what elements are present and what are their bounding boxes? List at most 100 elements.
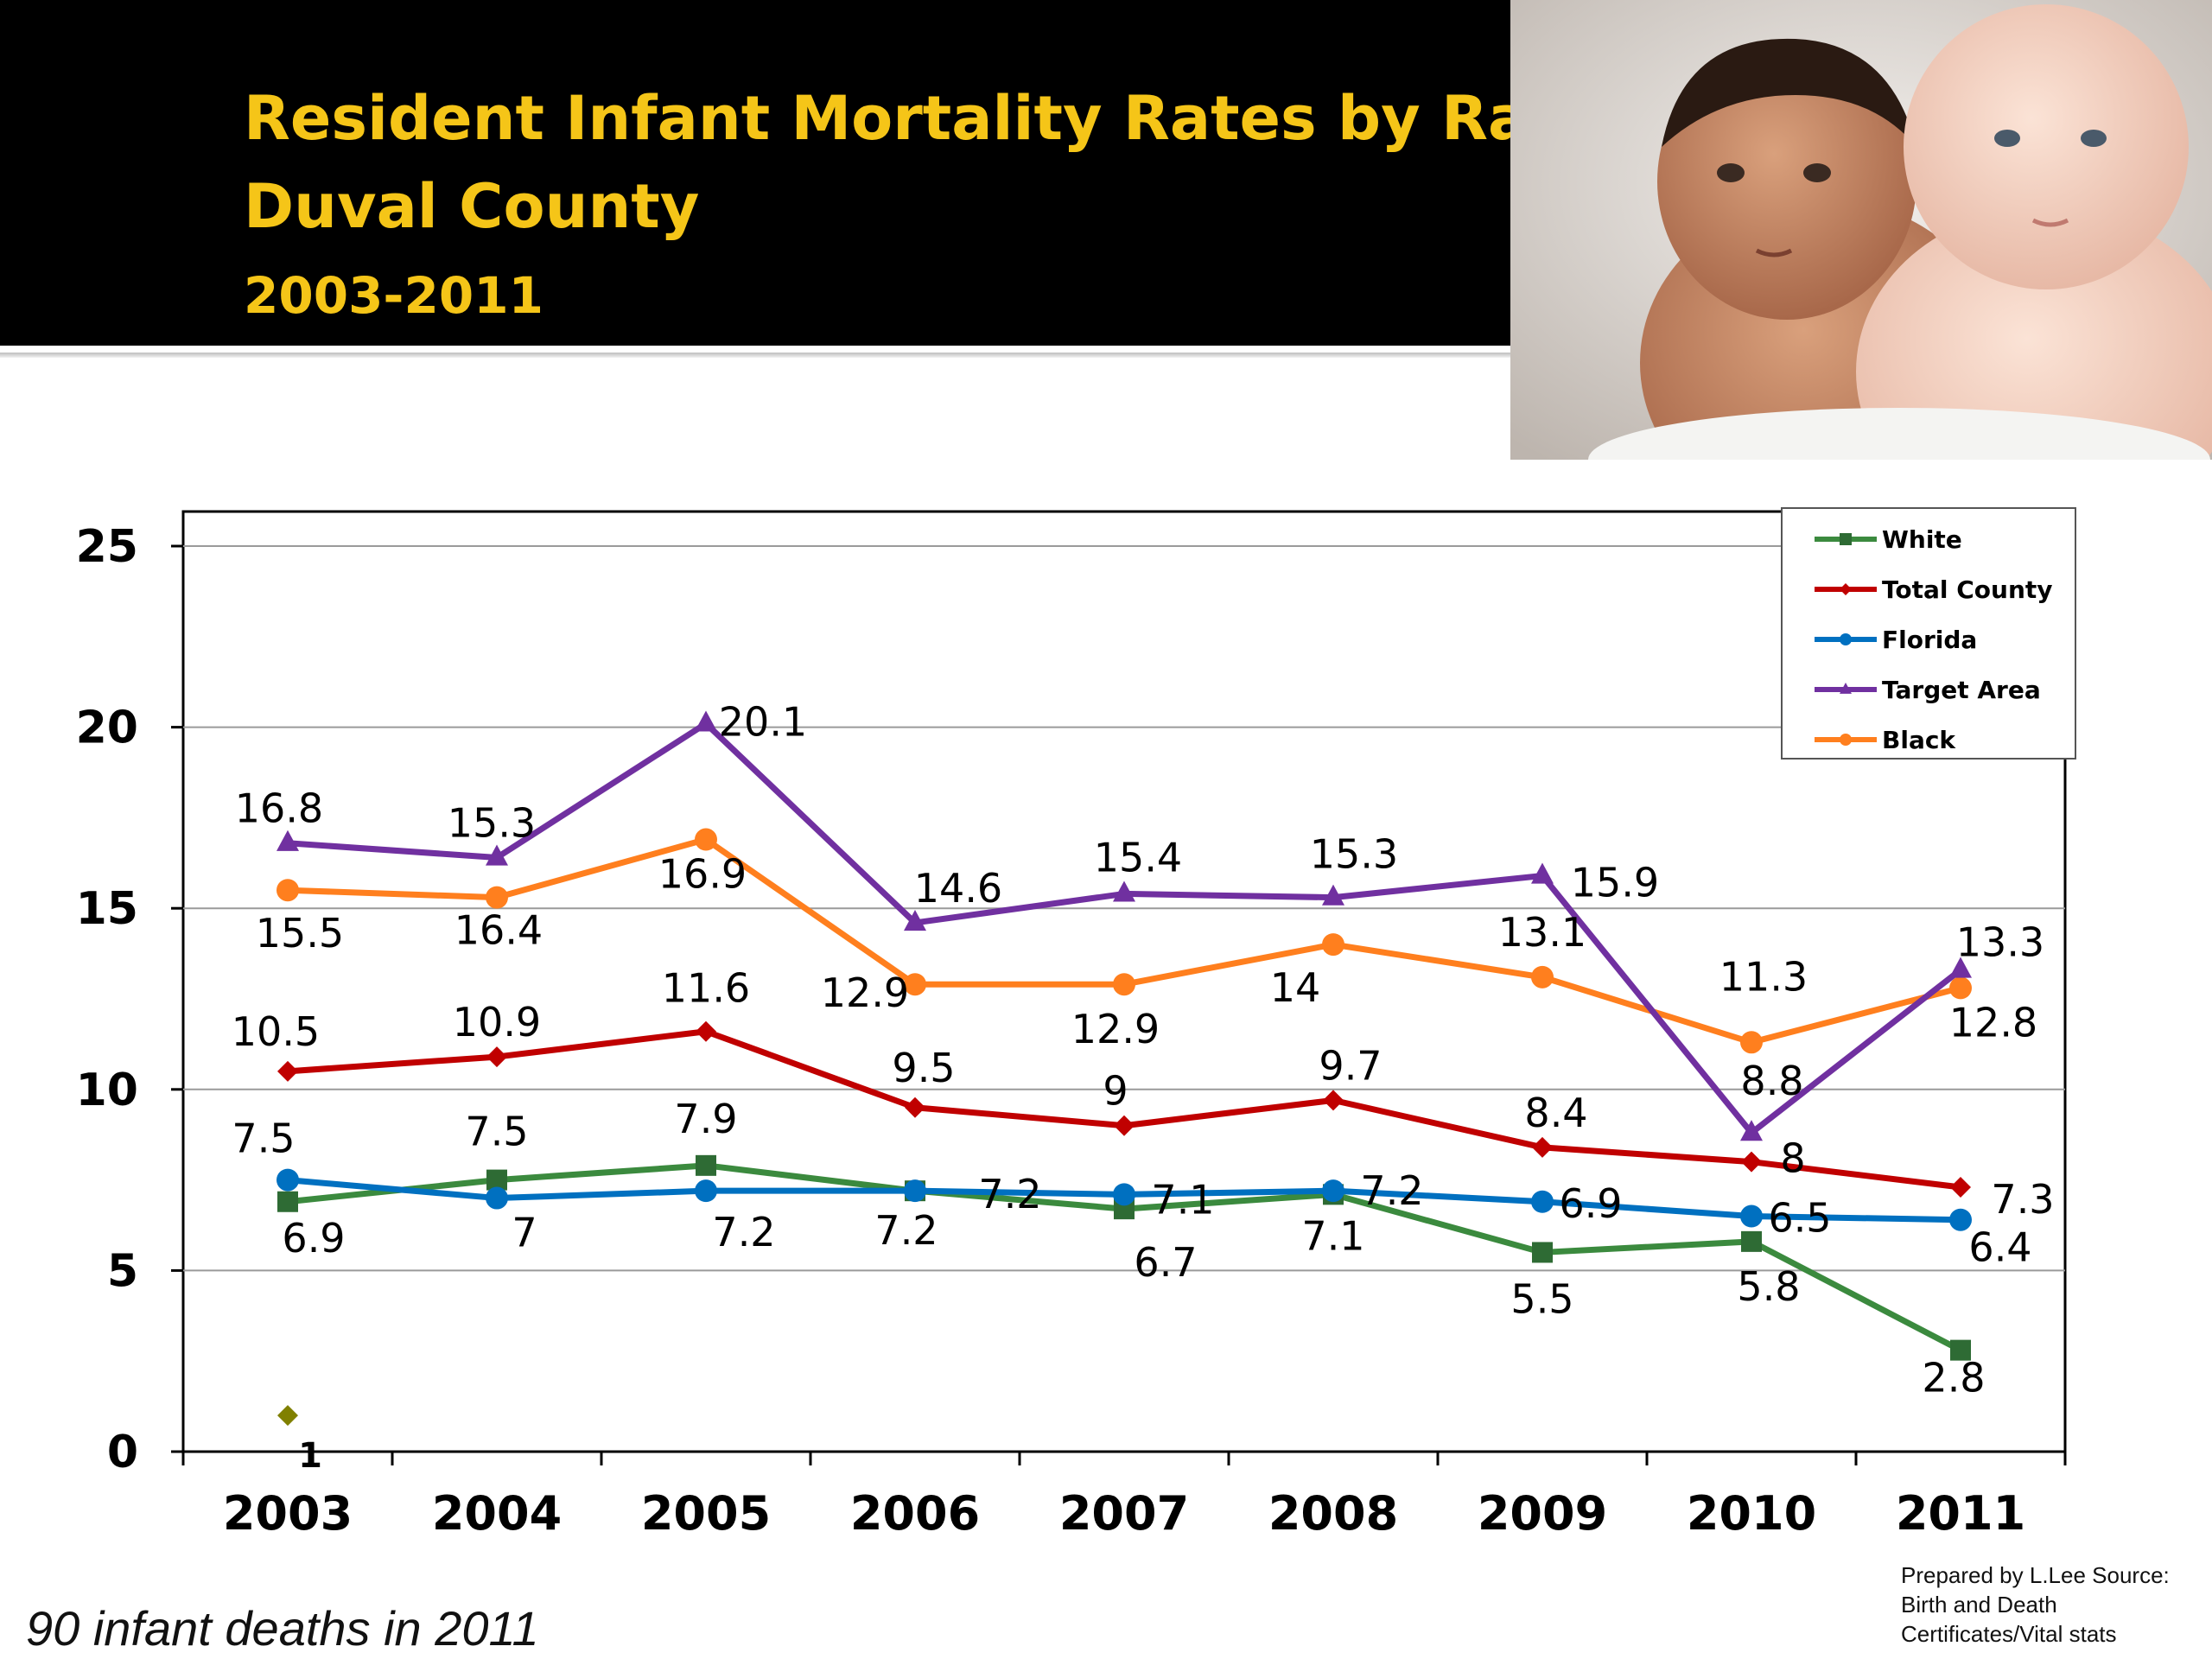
x-tick-label: 2007 [1059,1486,1189,1541]
data-label-black: 16.4 [454,907,543,954]
data-label-white: 7.5 [465,1109,528,1155]
x-tick-label: 2003 [223,1486,353,1541]
y-tick-label: 10 [76,1065,138,1116]
data-label-target-area: 20.1 [719,698,807,745]
title-banner: Resident Infant Mortality Rates by Race … [0,0,1605,346]
data-point-target-area [904,910,926,931]
data-point-florida [695,1179,717,1203]
data-label-black: 13.1 [1498,909,1586,956]
data-label-florida: 7 [512,1210,537,1256]
data-label-black: 15.5 [256,910,344,957]
data-point-black [695,828,717,851]
legend-marker-white [1840,533,1852,545]
source-credit: Prepared by L.Lee Source: Birth and Deat… [1901,1562,2170,1647]
banner-divider [0,353,1510,358]
data-point-total-county [1741,1151,1762,1173]
data-label-black: 12.8 [1949,999,2037,1046]
y-axis: 0 5 10 15 20 25 [76,521,183,1478]
data-label-florida: 7.2 [1360,1167,1423,1214]
data-point-total-county [1323,1090,1344,1111]
x-tick-label: 2004 [432,1486,562,1541]
y-tick-label: 20 [76,702,138,754]
data-point-target-area [1322,884,1344,906]
data-label-white: 7.2 [874,1207,938,1254]
data-label-florida: 6.5 [1768,1195,1831,1242]
data-point-florida [904,1179,926,1203]
data-label-target-area: 15.4 [1094,834,1182,880]
legend-label-florida: Florida [1882,626,1977,654]
data-label-black: 14 [1270,964,1321,1011]
data-point-florida [1322,1179,1344,1203]
footnote: 90 infant deaths in 2011 [26,1601,539,1656]
series-total-county [277,1020,1971,1198]
data-point-black [1113,973,1135,996]
x-tick-label: 2009 [1478,1486,1607,1541]
data-label-florida: 7.2 [978,1171,1041,1217]
data-point-black [486,886,508,909]
data-label-total-county: 8 [1780,1135,1805,1182]
data-label-target-area: 16.8 [235,785,323,832]
data-point-target-area [486,844,508,866]
legend-marker-black [1840,734,1852,746]
infant-photo-illustration [1510,0,2212,460]
data-label-florida: 7.5 [232,1116,295,1162]
legend-box [1781,507,2076,760]
data-point-target-area [1531,862,1554,884]
data-label-target-area: 8.8 [1740,1058,1803,1104]
x-tick-label: 2005 [641,1486,771,1541]
data-point-florida [1740,1205,1763,1228]
data-point-white [277,1191,298,1212]
x-tick-label: 2011 [1896,1486,2025,1541]
data-point-target-area [276,830,299,851]
data-point-white [1950,1339,1971,1361]
data-label-total-county: 9.5 [892,1045,955,1091]
data-point-black [904,973,926,996]
data-point-florida [1113,1183,1135,1206]
data-point-florida [276,1168,299,1192]
infant-photo [1510,0,2212,460]
data-label-total-county: 9.7 [1319,1042,1382,1089]
data-point-black [1949,976,1972,1000]
x-tick-label: 2010 [1687,1486,1816,1541]
data-label-total-county: 10.5 [232,1008,320,1055]
data-point-florida [1531,1190,1554,1213]
data-point-white [1741,1230,1762,1252]
data-point-total-county [1532,1136,1553,1158]
data-label-total-county: 10.9 [453,999,541,1046]
data-point-white [696,1154,716,1176]
slide-title: Resident Infant Mortality Rates by Race [244,83,1606,154]
series-layer [276,710,1972,1361]
data-point-black [1740,1031,1763,1054]
data-point-total-county [696,1020,716,1042]
data-label-black: 16.9 [658,851,747,898]
series-target-area [276,710,1972,1141]
data-point-total-county [905,1096,925,1118]
data-point-total-county [277,1060,298,1082]
annotation-point [277,1405,298,1427]
legend-marker-target-area [1840,682,1852,694]
data-point-target-area [695,710,717,732]
series-black [276,828,1972,1054]
data-point-total-county [1950,1176,1971,1198]
data-label-target-area: 13.3 [1956,918,2044,965]
data-labels: 6.9 7.5 7.9 7.2 6.7 7.1 5.5 5.8 2.8 10.5 10.9 11.6 9… [232,698,2055,1401]
data-point-florida [1949,1208,1972,1231]
slide-subtitle-county: Duval County [244,171,700,242]
legend-label-white: White [1882,525,1962,554]
data-point-florida [486,1186,508,1210]
x-tick-label: 2006 [850,1486,980,1541]
legend-label-black: Black [1882,726,1956,754]
data-label-white: 6.9 [282,1215,345,1262]
legend: White Total County Florida Target Area Black [1781,507,2076,760]
data-point-total-county [1114,1115,1135,1136]
data-label-florida: 7.2 [712,1209,775,1255]
data-point-target-area [1113,880,1135,902]
data-point-total-county [486,1046,507,1068]
data-label-white: 5.8 [1737,1263,1800,1310]
data-label-white: 2.8 [1922,1355,1985,1402]
data-label-white: 7.9 [674,1096,737,1142]
y-tick-label: 25 [76,521,138,573]
data-label-florida: 7.1 [1151,1176,1214,1223]
y-tick-label: 0 [107,1427,138,1478]
